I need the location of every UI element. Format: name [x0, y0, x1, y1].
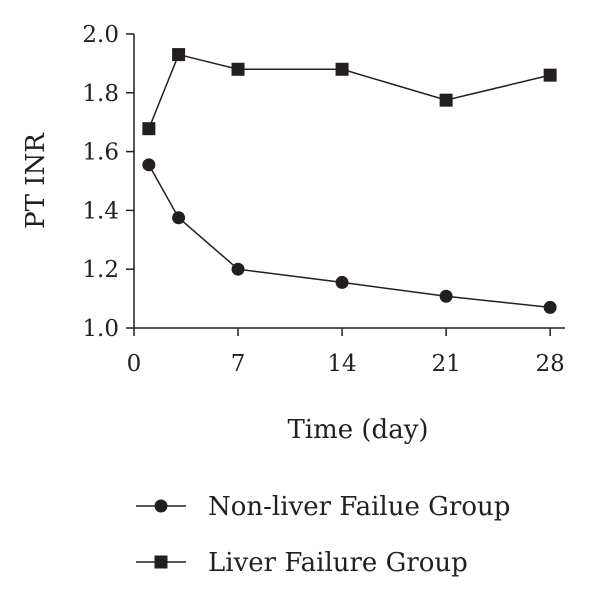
data-point-circle	[231, 262, 245, 276]
legend-label: Liver Failure Group	[208, 548, 468, 578]
series-non-liver-failure	[142, 158, 557, 314]
axes: 1.0 1.2 1.4 1.6 1.8 2.0 0 7 14 21 28	[82, 22, 565, 377]
legend-item: Non-liver Failue Group	[136, 492, 510, 522]
series-line	[148, 164, 551, 309]
x-tick-label: 0	[127, 351, 142, 377]
y-tick-label: 1.4	[82, 198, 119, 224]
legend-marker-square	[154, 555, 168, 569]
data-point-circle	[172, 211, 186, 225]
data-point-square	[142, 122, 156, 136]
x-tick-label: 21	[431, 351, 460, 377]
x-tick-label: 14	[327, 351, 356, 377]
legend-label: Non-liver Failue Group	[208, 492, 510, 522]
x-tick-label: 7	[231, 351, 246, 377]
series-liver-failure	[142, 48, 557, 136]
y-tick-label: 1.2	[82, 257, 119, 283]
legend-item: Liver Failure Group	[136, 548, 468, 578]
data-point-circle	[439, 289, 453, 303]
data-point-circle	[543, 300, 557, 314]
legend-marker-circle	[154, 499, 168, 513]
y-axis-title: PT INR	[21, 132, 51, 229]
y-tick-label: 2.0	[82, 22, 119, 48]
series-line	[148, 53, 551, 129]
data-point-circle	[142, 158, 156, 172]
y-tick-label: 1.6	[82, 140, 119, 166]
y-tick-label: 1.8	[82, 81, 119, 107]
legend: Non-liver Failue Group Liver Failure Grou…	[136, 492, 510, 578]
data-point-square	[439, 93, 453, 107]
data-point-square	[335, 62, 349, 76]
x-tick-label: 28	[535, 351, 564, 377]
data-point-square	[172, 48, 186, 62]
data-point-square	[543, 68, 557, 82]
data-point-circle	[335, 275, 349, 289]
series-layer	[142, 48, 557, 314]
y-tick-label: 1.0	[82, 316, 119, 342]
data-point-square	[231, 62, 245, 76]
x-axis-title: Time (day)	[287, 415, 428, 445]
